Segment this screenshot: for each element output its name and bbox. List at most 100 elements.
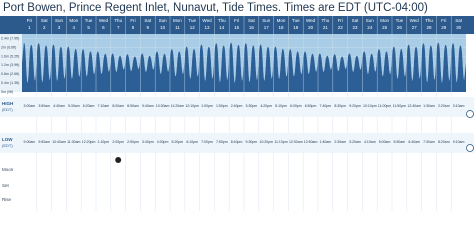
nav-button [466, 110, 474, 118]
day-name: Thu [218, 18, 226, 23]
low-time: 7:30am [423, 140, 435, 144]
axis-label-panel [0, 34, 22, 92]
tide-page: Port Bowen, Prince Regent Inlet, Nunavut… [0, 2, 474, 211]
day-name: Tue [396, 18, 404, 23]
low-time: 2:00pm [112, 140, 124, 144]
day-date: 17 [264, 25, 270, 30]
low-time: 10:40am [52, 140, 66, 144]
day-date: 1 [28, 25, 31, 30]
low-time: 7:00pm [201, 140, 213, 144]
row-label: Set [2, 183, 10, 188]
row-zone: (EDT) [2, 143, 13, 148]
day-name: Mon [173, 18, 182, 23]
y-tick-label: 0m (0ft) [1, 90, 13, 94]
day-date: 18 [278, 25, 284, 30]
day-date: 9 [147, 25, 150, 30]
day-date: 24 [367, 25, 373, 30]
day-date: 6 [102, 25, 105, 30]
high-time: 3:50am [38, 104, 50, 108]
day-date: 27 [412, 25, 418, 30]
day-name: Fri [441, 18, 446, 23]
row-band [0, 97, 474, 117]
day-date: 11 [175, 25, 180, 30]
high-time: 1:50pm [216, 104, 228, 108]
high-time: 3:30pm [246, 104, 258, 108]
low-time: 3:20am [349, 140, 361, 144]
high-time: 1:00pm [201, 104, 213, 108]
day-name: Sat [144, 18, 152, 23]
day-name: Wed [99, 18, 109, 23]
day-name: Mon [69, 18, 78, 23]
high-time: 2:40pm [231, 104, 243, 108]
high-time: 5:10pm [275, 104, 287, 108]
low-time: 12:00am [289, 140, 303, 144]
day-name: Sat [248, 18, 256, 23]
day-date: 14 [219, 25, 225, 30]
day-date: 21 [323, 25, 329, 30]
low-time: 5:00am [379, 140, 391, 144]
day-date: 13 [204, 25, 210, 30]
day-date: 29 [441, 25, 447, 30]
low-time: 3:40pm [142, 140, 154, 144]
low-time: 8:20am [438, 140, 450, 144]
low-time: 9:30pm [246, 140, 258, 144]
day-date: 25 [382, 25, 388, 30]
day-header-bar [0, 16, 474, 34]
row-band [0, 133, 474, 153]
page-title: Port Bowen, Prince Regent Inlet, Nunavut… [3, 2, 428, 14]
y-tick-label: 2.4m (7.9ft) [1, 36, 19, 40]
high-time: 11:00pm [378, 104, 391, 108]
y-tick-label: 1.2m (3.9ft) [1, 63, 19, 67]
high-time: 12:10pm [185, 104, 199, 108]
high-time: 6:00pm [290, 104, 302, 108]
day-date: 2 [43, 25, 46, 30]
day-date: 19 [293, 25, 299, 30]
low-time: 2:30am [334, 140, 346, 144]
day-name: Thu [114, 18, 122, 23]
day-date: 22 [338, 25, 344, 30]
low-time: 12:50am [304, 140, 318, 144]
low-time: 1:10pm [98, 140, 110, 144]
day-name: Wed [202, 18, 212, 23]
day-name: Thu [322, 18, 330, 23]
day-date: 5 [87, 25, 90, 30]
day-name: Fri [234, 18, 239, 23]
high-time: 7:40pm [320, 104, 332, 108]
low-time: 9:00am [24, 140, 36, 144]
moon-phase-icon [115, 157, 122, 163]
day-name: Sun [159, 18, 168, 23]
day-name: Wed [306, 18, 316, 23]
row-label: Moon [2, 167, 14, 172]
day-name: Sat [352, 18, 360, 23]
low-time: 12:20pm [82, 140, 96, 144]
high-time: 9:20pm [349, 104, 361, 108]
day-date: 23 [352, 25, 358, 30]
high-time: 8:00am [112, 104, 124, 108]
day-name: Mon [277, 18, 286, 23]
day-date: 15 [234, 25, 240, 30]
day-date: 16 [249, 25, 255, 30]
day-date: 28 [426, 25, 432, 30]
high-time: 11:50pm [393, 104, 406, 108]
high-time: 6:50pm [305, 104, 317, 108]
low-time: 8:40pm [231, 140, 243, 144]
high-time: 3:10am [453, 104, 465, 108]
high-time: 9:40am [142, 104, 154, 108]
high-time: 10:10pm [363, 104, 377, 108]
day-name: Sat [455, 18, 463, 23]
high-time: 4:40am [53, 104, 65, 108]
day-date: 3 [58, 25, 61, 30]
day-name: Fri [27, 18, 32, 23]
day-date: 26 [397, 25, 403, 30]
day-date: 8 [132, 25, 135, 30]
day-name: Fri [338, 18, 343, 23]
row-label: Rise [2, 197, 11, 202]
day-date: 7 [117, 25, 120, 30]
row-zone: (EDT) [2, 107, 13, 112]
high-time: 8:50am [127, 104, 139, 108]
day-name: Tue [292, 18, 300, 23]
day-date: 30 [456, 25, 462, 30]
low-time: 11:10pm [274, 140, 287, 144]
nav-button [466, 144, 474, 152]
low-time: 11:30am [67, 140, 80, 144]
